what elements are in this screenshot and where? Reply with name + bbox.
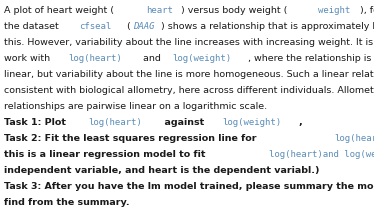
Text: work with: work with [4,54,53,63]
Text: Task 3: After you have the lm model trained, please summary the model and what y: Task 3: After you have the lm model trai… [4,182,374,191]
Text: log(heart)and log(weight): log(heart)and log(weight) [269,150,374,159]
Text: find from the summary.: find from the summary. [4,198,130,207]
Text: ,: , [298,118,302,127]
Text: this. However, variability about the line increases with increasing weight. It i: this. However, variability about the lin… [4,38,374,47]
Text: (: ( [121,22,131,31]
Text: DAAG: DAAG [133,22,155,31]
Text: and: and [137,54,164,63]
Text: the dataset: the dataset [4,22,62,31]
Text: ), for Cape Fur Seal data in: ), for Cape Fur Seal data in [360,6,374,15]
Text: , where the relationship is again close to: , where the relationship is again close … [248,54,374,63]
Text: log(weight): log(weight) [222,118,281,127]
Text: Task 2: Fit the least squares regression line for: Task 2: Fit the least squares regression… [4,134,260,143]
Text: heart: heart [147,6,173,15]
Text: log(heart): log(heart) [68,54,122,63]
Text: relationships are pairwise linear on a logarithmic scale.: relationships are pairwise linear on a l… [4,102,268,111]
Text: Task 1: Plot: Task 1: Plot [4,118,70,127]
Text: consistent with biological allometry, here across different individuals. Allomet: consistent with biological allometry, he… [4,86,374,95]
Text: log(weight): log(weight) [172,54,231,63]
Text: linear, but variability about the line is more homogeneous. Such a linear relati: linear, but variability about the line i… [4,70,374,79]
Text: weight: weight [318,6,350,15]
Text: independent variable, and heart is the dependent variabl.): independent variable, and heart is the d… [4,166,320,175]
Text: this is a linear regression model to fit: this is a linear regression model to fit [4,150,209,159]
Text: log(heart): log(heart) [334,134,374,143]
Text: cfseal: cfseal [79,22,111,31]
Text: log(heart): log(heart) [89,118,142,127]
Text: against: against [158,118,208,127]
Text: ) versus body weight (: ) versus body weight ( [181,6,288,15]
Text: A plot of heart weight (: A plot of heart weight ( [4,6,114,15]
Text: ) shows a relationship that is approximately linear. Check: ) shows a relationship that is approxima… [161,22,374,31]
